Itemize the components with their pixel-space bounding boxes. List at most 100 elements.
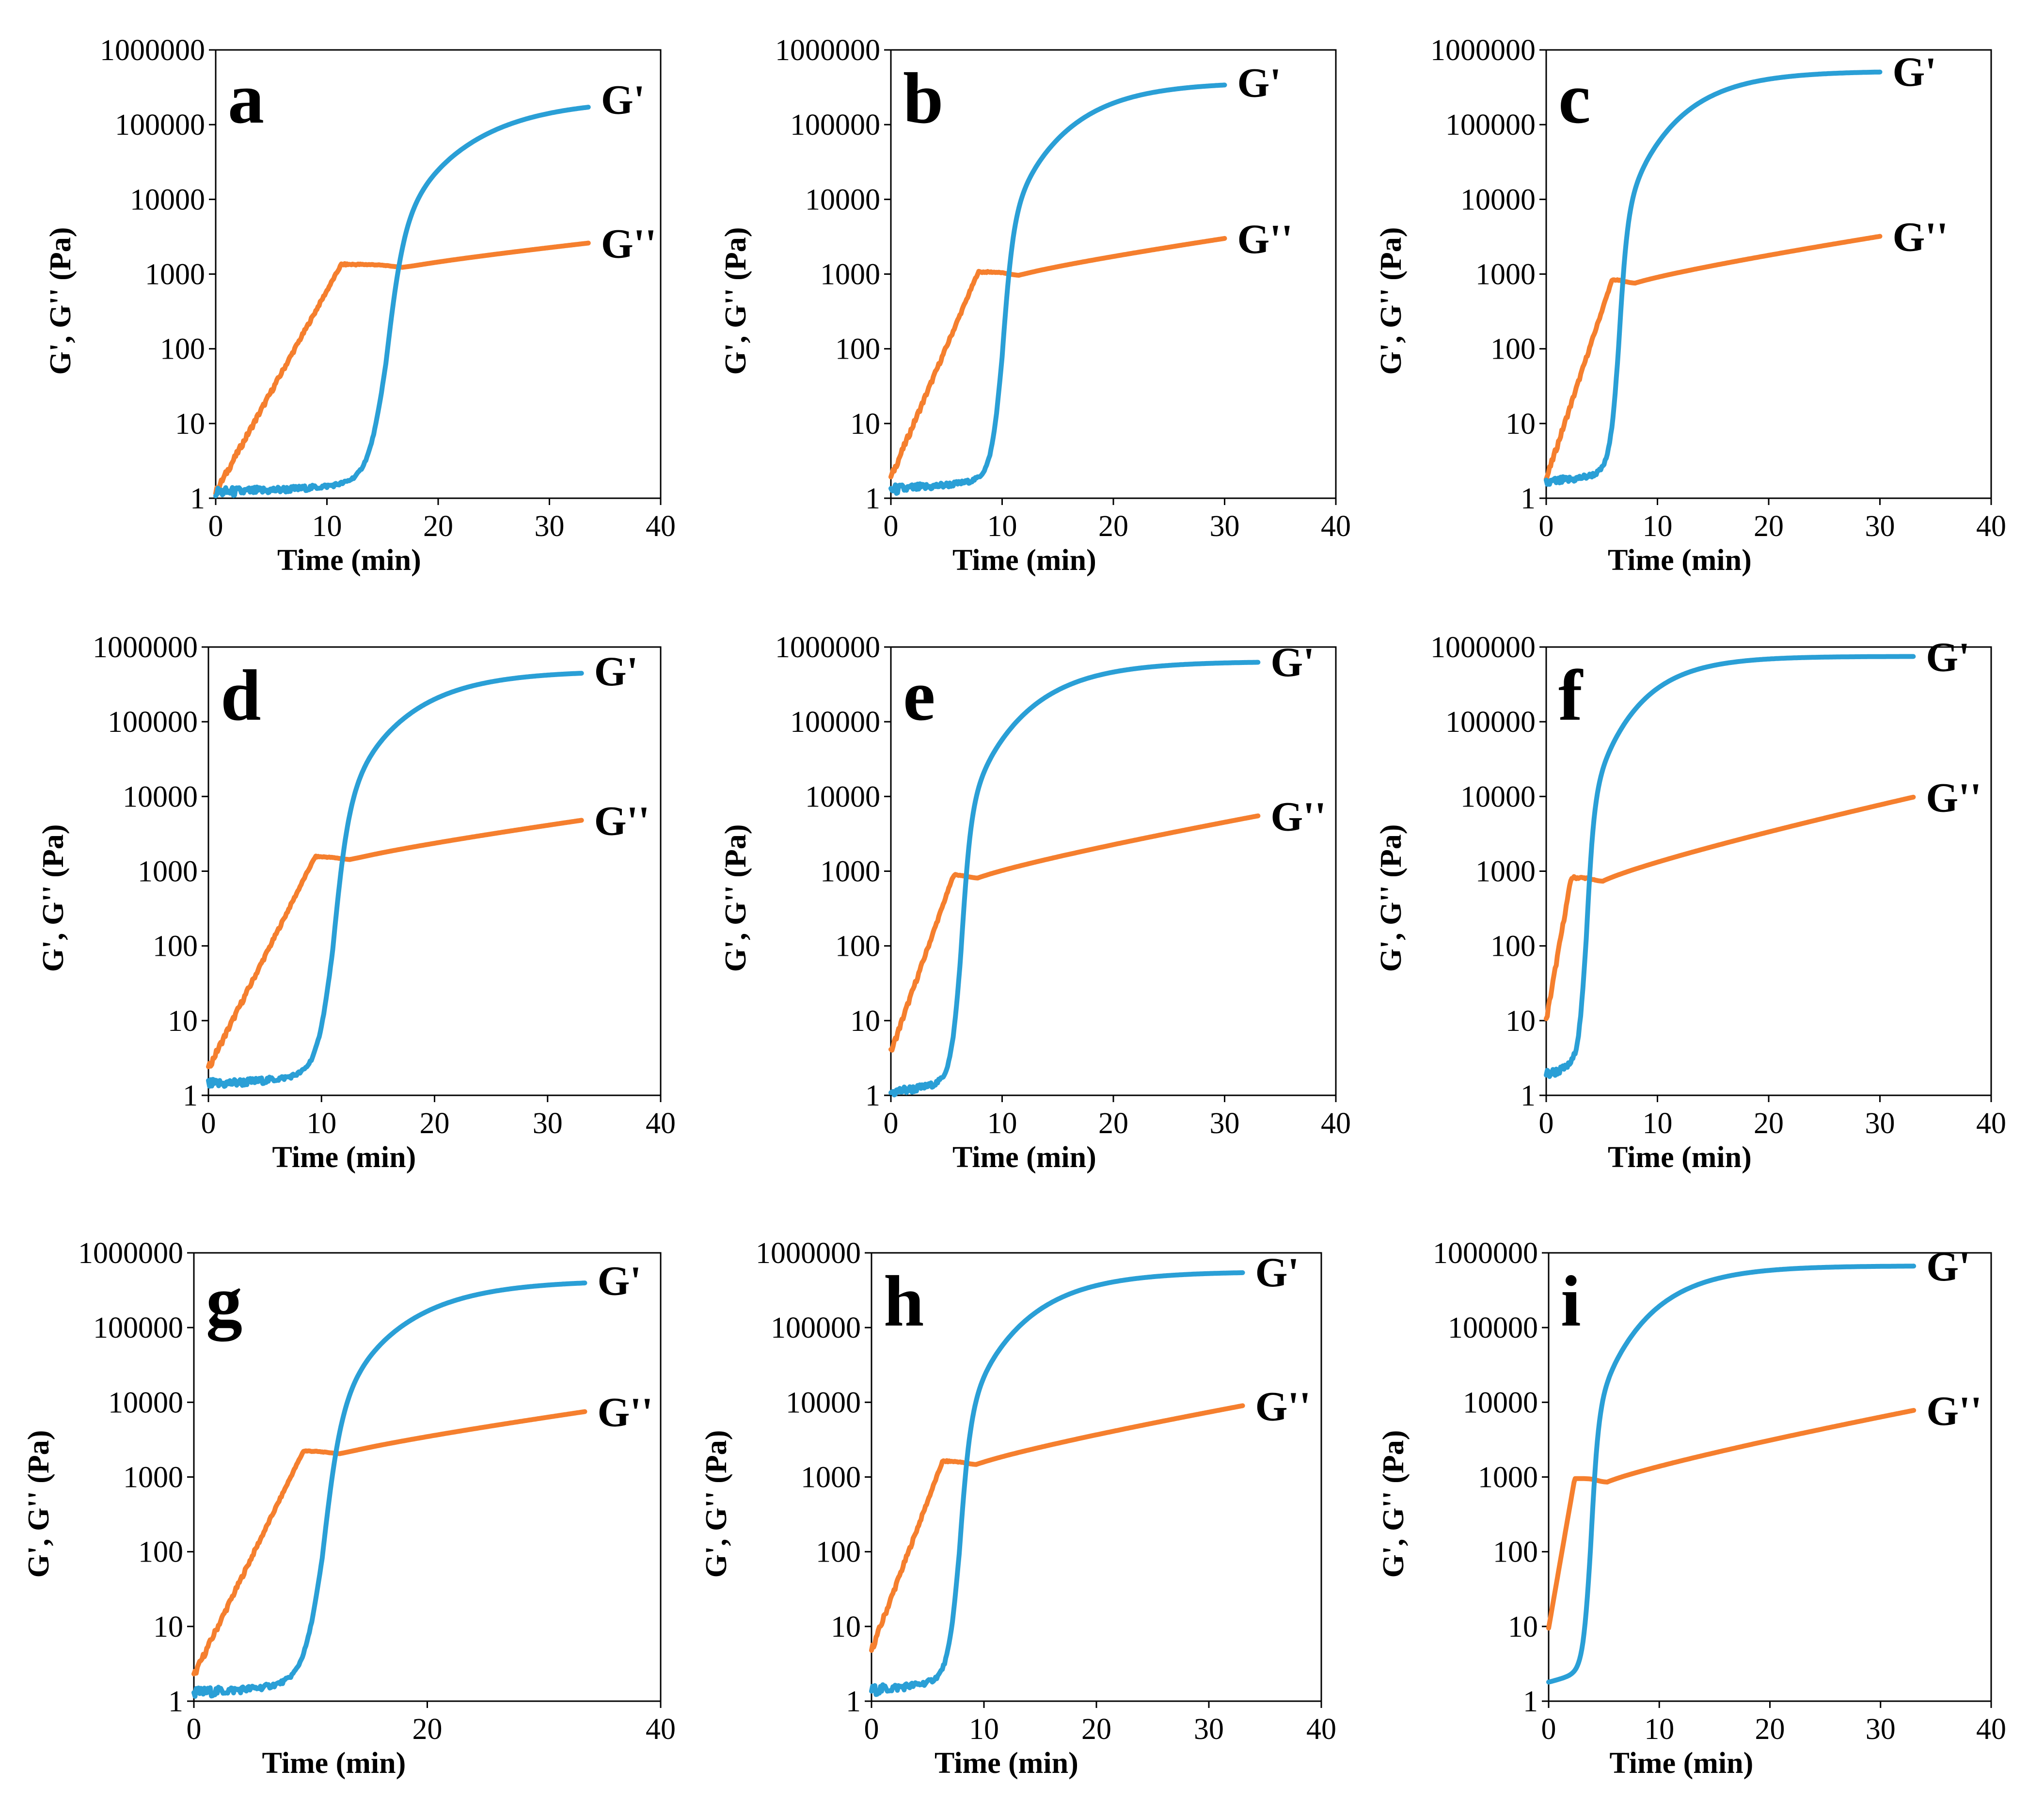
x-tick-label: 40 xyxy=(1976,1713,2006,1746)
panel-letter: d xyxy=(221,655,261,736)
g-double-prime-line xyxy=(213,240,591,496)
panel-letter: f xyxy=(1558,655,1584,736)
x-tick-label: 0 xyxy=(201,1107,216,1140)
y-tick-label: 10000 xyxy=(130,183,205,216)
y-tick-label: 1000000 xyxy=(775,34,880,67)
x-tick-label: 30 xyxy=(535,510,565,543)
panel-d: 1 10 100 1000 10000 100000 1000000 0 10 20 30 40 Tim… xyxy=(37,631,676,1174)
y-tick-label: 10 xyxy=(1505,1005,1536,1038)
y-tick-label: 10000 xyxy=(805,183,880,216)
x-axis-title: Time (min) xyxy=(952,544,1096,577)
x-tick-label: 20 xyxy=(1081,1713,1111,1746)
y-tick-label: 10 xyxy=(1505,408,1536,441)
g-double-prime-line xyxy=(191,1409,587,1676)
x-tick-label: 30 xyxy=(1210,1107,1240,1140)
x-tick-label: 40 xyxy=(646,510,676,543)
x-axis-title: Time (min) xyxy=(277,544,421,577)
y-tick-label: 10 xyxy=(850,1005,880,1038)
y-tick-label: 1000000 xyxy=(756,1237,861,1270)
y-tick-label: 100000 xyxy=(790,706,880,739)
panel-c: 1 10 100 1000 10000 100000 1000000 0 10 20 30 40 Tim… xyxy=(1375,34,2006,577)
y-tick-label: 100000 xyxy=(93,1311,183,1344)
panel-e: 1 10 100 1000 10000 100000 1000000 0 10 20 30 40 Tim… xyxy=(719,631,1351,1174)
y-axis-title: G', G'' (Pa) xyxy=(37,824,70,972)
x-tick-label: 20 xyxy=(420,1107,450,1140)
y-tick-label: 100 xyxy=(835,333,880,366)
y-tick-label: 10 xyxy=(175,408,205,441)
plot-frame xyxy=(890,646,1337,1096)
x-tick-label: 30 xyxy=(1865,1107,1895,1140)
x-tick-label: 10 xyxy=(987,510,1017,543)
g-double-prime-line xyxy=(1544,794,1916,1021)
g-double-prime-line xyxy=(869,1403,1245,1653)
g-prime-line xyxy=(191,1280,587,1699)
x-tick-label: 40 xyxy=(1321,1107,1351,1140)
y-tick-label: 1000 xyxy=(138,855,198,888)
g-double-prime-label: G'' xyxy=(598,1389,653,1436)
panel-letter: c xyxy=(1558,58,1591,139)
g-double-prime-label: G'' xyxy=(1893,214,1949,260)
g-prime-label: G' xyxy=(1926,1243,1970,1290)
y-tick-label: 1000000 xyxy=(78,1237,183,1270)
x-axis-title: Time (min) xyxy=(1608,544,1752,577)
panel-g: 1 10 100 1000 10000 100000 1000000 0 20 40 Time (m… xyxy=(22,1237,676,1780)
y-tick-label: 100000 xyxy=(790,109,880,142)
y-tick-label: 1000 xyxy=(1478,1461,1538,1494)
y-tick-label: 10000 xyxy=(123,780,198,813)
g-double-prime-line xyxy=(888,236,1227,480)
panel-h: 1 10 100 1000 10000 100000 1000000 0 10 20 30 40 Tim… xyxy=(700,1237,1336,1780)
y-tick-label: 100000 xyxy=(1448,1311,1538,1344)
plot-frame xyxy=(1545,646,1992,1096)
g-double-prime-label: G'' xyxy=(1270,793,1326,839)
y-tick-label: 1000000 xyxy=(100,34,205,67)
y-tick-label: 1000000 xyxy=(1430,34,1536,67)
y-tick-label: 10 xyxy=(850,408,880,441)
y-axis-title: G', G'' (Pa) xyxy=(44,227,77,375)
y-tick-label: 1 xyxy=(865,482,880,515)
y-tick-label: 1000000 xyxy=(93,631,198,664)
x-tick-label: 40 xyxy=(646,1107,676,1140)
y-tick-label: 10 xyxy=(153,1611,183,1643)
x-axis-title: Time (min) xyxy=(262,1747,406,1780)
g-double-prime-line xyxy=(888,813,1261,1053)
panel-i: 1 10 100 1000 10000 100000 1000000 0 10 20 30 40 Tim… xyxy=(1377,1237,2006,1780)
y-tick-label: 1000 xyxy=(145,258,205,291)
y-tick-label: 1 xyxy=(1521,482,1536,515)
x-tick-label: 10 xyxy=(1644,1713,1674,1746)
y-tick-label: 1 xyxy=(1521,1079,1536,1112)
x-tick-label: 20 xyxy=(1098,1107,1128,1140)
y-tick-label: 1 xyxy=(183,1079,198,1112)
g-prime-label: G' xyxy=(601,76,645,123)
y-tick-label: 100000 xyxy=(1445,706,1536,739)
y-tick-label: 1000 xyxy=(820,258,880,291)
x-tick-label: 0 xyxy=(1539,510,1554,543)
y-tick-label: 10 xyxy=(1508,1611,1538,1643)
y-tick-label: 100 xyxy=(138,1536,183,1569)
x-tick-label: 0 xyxy=(884,510,899,543)
x-tick-label: 0 xyxy=(864,1713,879,1746)
x-tick-label: 30 xyxy=(1210,510,1240,543)
x-tick-label: 0 xyxy=(208,510,223,543)
y-tick-label: 100 xyxy=(1490,333,1536,366)
panel-letter: i xyxy=(1561,1261,1581,1342)
y-tick-label: 100 xyxy=(1490,930,1536,963)
panel-letter: b xyxy=(903,58,943,139)
y-axis-title: G', G'' (Pa) xyxy=(1375,227,1408,375)
y-axis-title: G', G'' (Pa) xyxy=(1375,824,1408,972)
y-tick-label: 1000 xyxy=(1475,258,1536,291)
x-axis-title: Time (min) xyxy=(935,1747,1078,1780)
x-tick-label: 20 xyxy=(1098,510,1128,543)
x-tick-label: 20 xyxy=(412,1713,443,1746)
y-tick-label: 1000000 xyxy=(1433,1237,1538,1270)
y-axis-title: G', G'' (Pa) xyxy=(1377,1430,1410,1578)
g-prime-line xyxy=(213,105,591,499)
g-prime-line xyxy=(1546,1264,1917,1685)
g-prime-line xyxy=(888,82,1227,496)
y-tick-label: 10 xyxy=(831,1611,861,1643)
y-tick-label: 100 xyxy=(835,930,880,963)
y-tick-label: 100000 xyxy=(771,1311,861,1344)
x-tick-label: 20 xyxy=(1754,510,1784,543)
g-double-prime-label: G'' xyxy=(1926,774,1981,821)
x-tick-label: 40 xyxy=(1321,510,1351,543)
